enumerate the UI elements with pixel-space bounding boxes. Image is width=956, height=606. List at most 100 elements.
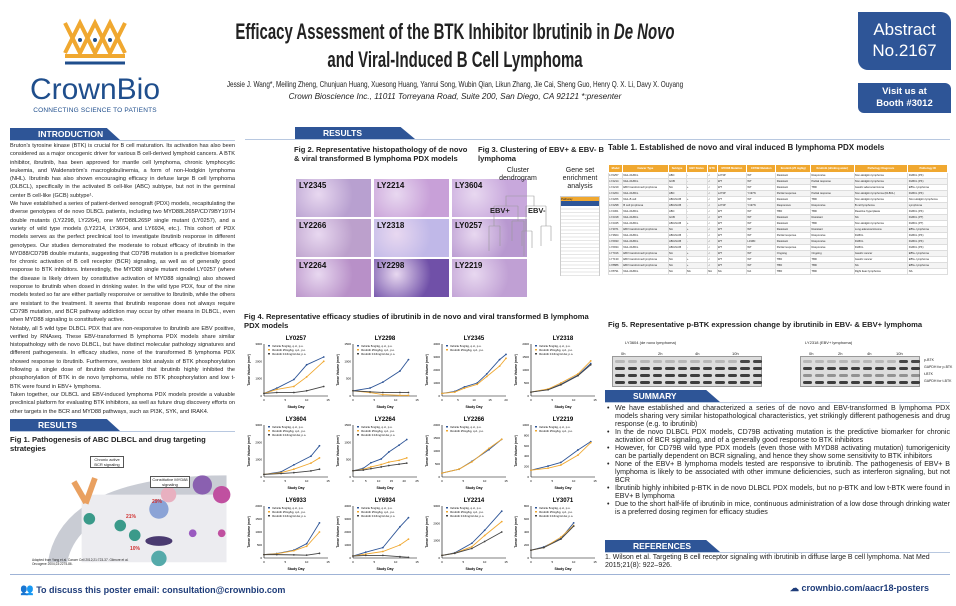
table1-cell: TBD	[775, 268, 812, 275]
y-tick-label: 0	[260, 556, 262, 560]
histology-panel: LY3604	[452, 179, 527, 217]
x-axis-label: Study Day	[465, 567, 482, 571]
data-point	[407, 538, 410, 541]
legend-label: Ibrutinib 25mg/kg, q.d., p.o.	[272, 348, 306, 352]
label-bcr-signaling: Chronic active BCR signaling	[90, 456, 124, 468]
intro-paragraph: Notably, all 5 wild type DLBCL PDX that …	[10, 325, 235, 390]
series-line	[263, 531, 320, 556]
legend-swatch	[446, 515, 448, 517]
data-point	[387, 451, 390, 453]
data-point	[405, 457, 408, 459]
data-point	[405, 462, 408, 465]
data-point	[370, 461, 372, 464]
data-point	[399, 370, 401, 372]
y-tick-label: 1000	[522, 368, 529, 372]
y-axis-label: Tumor Volume (mm³)	[247, 435, 251, 467]
y-tick-label: 500	[435, 462, 440, 466]
y-tick-label: 500	[346, 458, 351, 462]
data-point	[530, 469, 532, 472]
legend-swatch	[268, 507, 270, 509]
legend-swatch	[268, 426, 270, 428]
y-axis-label: Tumor Volume (mm³)	[336, 435, 340, 467]
title-part1: Efficacy Assessment of the BTK Inhibitor…	[235, 19, 614, 44]
y-tick-label: 1000	[344, 440, 351, 444]
y-axis-label: Tumor Volume (mm³)	[514, 354, 518, 386]
protein-band	[827, 367, 836, 370]
intro-paragraph: We have established a series of patient-…	[10, 201, 235, 324]
legend-label: Vehicle 5mg/kg, q.d., p.o.	[450, 506, 482, 510]
legend-swatch	[535, 507, 537, 509]
series-line	[263, 522, 320, 556]
protein-band	[839, 367, 848, 370]
data-point	[485, 373, 488, 375]
series-line	[530, 441, 591, 471]
y-tick-label: 1000	[433, 449, 440, 453]
x-tick-label: 15	[390, 479, 394, 483]
protein-band	[665, 360, 675, 363]
data-point	[322, 356, 325, 358]
data-point	[547, 467, 549, 470]
data-point	[500, 531, 503, 533]
efficacy-chart: LY2318 0 500 1000 1500 2000 0 5 10 15 Study Day Tum…	[514, 336, 597, 409]
data-point	[407, 516, 410, 519]
footer-email-text[interactable]: To discuss this poster email: consultati…	[36, 585, 286, 595]
data-point	[589, 363, 592, 366]
x-axis-label: Study Day	[287, 486, 304, 490]
table1-cell: NA	[706, 268, 718, 275]
y-axis-label: Tumor Volume (mm³)	[425, 354, 429, 386]
legend-label: Ibrutinib 0.16mg/ml dw, p.o.	[361, 433, 395, 437]
protein-band	[652, 374, 662, 377]
data-point	[292, 385, 295, 388]
y-tick-label: 1500	[433, 436, 440, 440]
chart-title: LY0257	[286, 336, 307, 342]
data-point	[399, 555, 401, 558]
x-axis-label: Study Day	[376, 405, 393, 409]
x-tick-label: 10	[472, 398, 476, 402]
protein-band	[851, 367, 860, 370]
data-point	[364, 551, 367, 554]
data-point	[263, 553, 265, 556]
footer-link-text[interactable]: crownbio.com/aacr18-posters	[801, 583, 930, 593]
y-tick-label: 3000	[344, 517, 351, 521]
x-tick-label: 10	[572, 560, 576, 564]
y-axis-label: Tumor Volume (mm³)	[425, 435, 429, 467]
data-point	[275, 388, 278, 391]
table1-header: Cancer Type	[622, 164, 669, 173]
x-tick-label: 0	[530, 560, 532, 564]
data-point	[589, 441, 592, 444]
x-tick-label: 10	[394, 560, 398, 564]
x-tick-label: 25	[415, 479, 419, 483]
people-icon: 👥	[20, 584, 34, 596]
x-tick-label: 0	[263, 560, 265, 564]
x-axis-label: Study Day	[554, 405, 571, 409]
protein-band	[627, 381, 637, 384]
legend-swatch	[446, 345, 448, 347]
protein-band	[803, 374, 812, 377]
x-tick-label: 15	[326, 560, 330, 564]
protein-band	[615, 381, 625, 384]
footer-link[interactable]: ☁ crownbio.com/aacr18-posters	[790, 583, 929, 594]
table1-cell: NA	[716, 268, 748, 275]
protein-band	[677, 381, 687, 384]
y-axis-label: Tumor Volume (mm³)	[514, 516, 518, 548]
footer-email[interactable]: 👥 To discuss this poster email: consulta…	[20, 583, 285, 596]
legend-label: Ibrutinib 25mg/kg, q.d., p.o.	[361, 429, 395, 433]
protein-band	[815, 381, 824, 384]
legend-swatch	[268, 511, 270, 513]
data-point	[318, 444, 321, 447]
y-tick-label: 1500	[255, 517, 262, 521]
data-point	[380, 463, 383, 466]
blot-row-label: GAPDH for t-BTK	[924, 379, 952, 383]
timepoint-label: 0h	[621, 351, 626, 356]
protein-band	[677, 360, 687, 363]
logo-name: CrownBio	[29, 73, 161, 106]
series-line	[352, 439, 408, 472]
legend-label: Ibrutinib 25mg/kg, q.d., p.o.	[272, 510, 306, 514]
table1-row: LY2219 EBV transformed lymphoma NA + ✓ WT WT Re…	[608, 184, 948, 191]
blot-row-label: GAPDH for p-BTK	[924, 365, 953, 369]
pct-card11: 10%	[130, 546, 141, 552]
data-point	[463, 386, 466, 388]
data-point	[387, 464, 390, 467]
data-point	[498, 358, 501, 361]
protein-band	[887, 381, 896, 384]
